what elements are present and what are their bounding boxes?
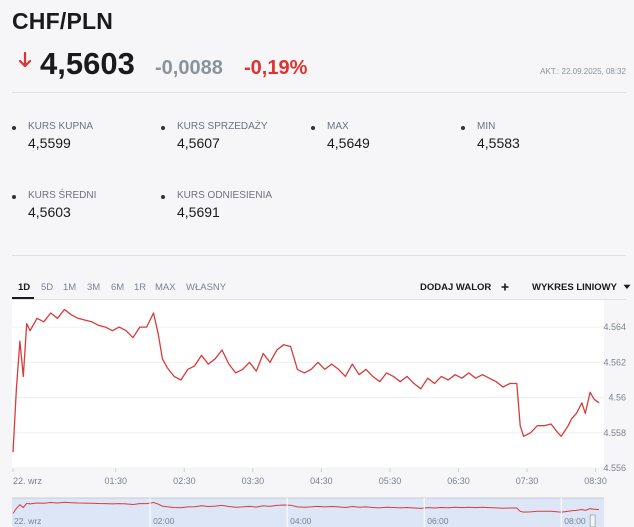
arrow-down-icon [18, 51, 32, 68]
tab-custom[interactable]: WŁASNY [186, 282, 227, 293]
navigator-background [12, 498, 604, 527]
stat-label: MAX [327, 121, 349, 132]
x-tick-label: 04:30 [310, 476, 333, 486]
range-tabs: 1D 5D 1M 3M 6M 1R MAX WŁASNY DODAJ WALOR… [12, 280, 631, 300]
stat-value: 4,5583 [477, 135, 520, 151]
stat-value: 4,5603 [28, 204, 71, 220]
price-change-percent: -0,19% [244, 57, 308, 79]
caret-down-icon [623, 284, 631, 289]
bullet-icon [12, 126, 16, 130]
x-tick-label: 05:30 [379, 476, 402, 486]
x-tick-label: 06:30 [447, 476, 470, 486]
navigator-line [12, 501, 600, 514]
add-asset-button[interactable]: DODAJ WALOR [420, 282, 509, 293]
x-tick-label: 08:30 [584, 476, 607, 486]
y-tick-label: 4.56 [608, 393, 626, 403]
navigator-handle [589, 514, 596, 527]
bullet-icon [311, 126, 315, 130]
y-tick-label: 4.558 [603, 428, 626, 438]
stat-value: 4,5607 [177, 135, 220, 151]
price-row: 4,5603 -0,0088 -0,19% AKT.: 22.09.2025, … [12, 46, 626, 82]
tab-6m[interactable]: 6M [111, 282, 125, 293]
current-price: 4,5603 [40, 46, 135, 81]
divider [12, 255, 626, 256]
tab-1d[interactable]: 1D [18, 282, 31, 293]
divider [12, 92, 626, 93]
plus-icon [501, 283, 509, 290]
tab-3m[interactable]: 3M [87, 282, 101, 293]
stat-value: 4,5649 [327, 135, 370, 151]
x-tick-label: 01:30 [105, 476, 128, 486]
tab-max[interactable]: MAX [155, 282, 176, 293]
y-tick-label: 4.562 [603, 357, 626, 367]
tab-1m[interactable]: 1M [63, 282, 77, 293]
x-tick-label: 03:30 [242, 476, 265, 486]
stat-label: KURS ODNIESIENIA [177, 190, 273, 201]
active-tab-indicator [12, 297, 34, 299]
stat-label: KURS KUPNA [28, 121, 94, 132]
chart-type-label: WYKRES LINIOWY [532, 282, 617, 293]
last-update: AKT.: 22.09.2025, 08:32 [540, 67, 626, 76]
x-tick-label: 07:30 [516, 476, 539, 486]
tab-1r[interactable]: 1R [134, 282, 147, 293]
stat-label: MIN [477, 121, 496, 132]
bullet-icon [161, 126, 165, 130]
navigator-tick-label: 08:00 [564, 516, 586, 526]
tab-5d[interactable]: 5D [41, 282, 54, 293]
add-asset-label: DODAJ WALOR [420, 282, 492, 293]
bullet-icon [161, 195, 165, 199]
navigator-tick-label: 04:00 [290, 516, 312, 526]
page-title: CHF/PLN [12, 8, 114, 34]
x-tick-label: 02:30 [173, 476, 196, 486]
bullet-icon [461, 126, 465, 130]
x-tick-label: 22. wrz [13, 476, 43, 486]
price-change: -0,0088 [155, 57, 223, 79]
price-line [12, 308, 600, 453]
price-chart[interactable]: 22. wrz 01:30 02:30 03:30 04:30 05:30 06:30 07:… [0, 300, 634, 527]
navigator-tick-label: 06:00 [427, 516, 449, 526]
tabs-baseline [12, 299, 626, 300]
stat-label: KURS SPRZEDAŻY [177, 121, 268, 132]
stat-value: 4,5691 [177, 204, 220, 220]
navigator-tick-label: 02:00 [153, 516, 175, 526]
chart-type-dropdown[interactable]: WYKRES LINIOWY [532, 282, 631, 293]
bullet-icon [12, 195, 16, 199]
stat-label: KURS ŚREDNI [28, 190, 97, 201]
plot-area [12, 300, 604, 468]
stat-value: 4,5599 [28, 135, 71, 151]
navigator-tick-label: 22. wrz [14, 516, 41, 526]
y-tick-label: 4.556 [603, 463, 626, 473]
y-tick-label: 4.564 [603, 322, 626, 332]
